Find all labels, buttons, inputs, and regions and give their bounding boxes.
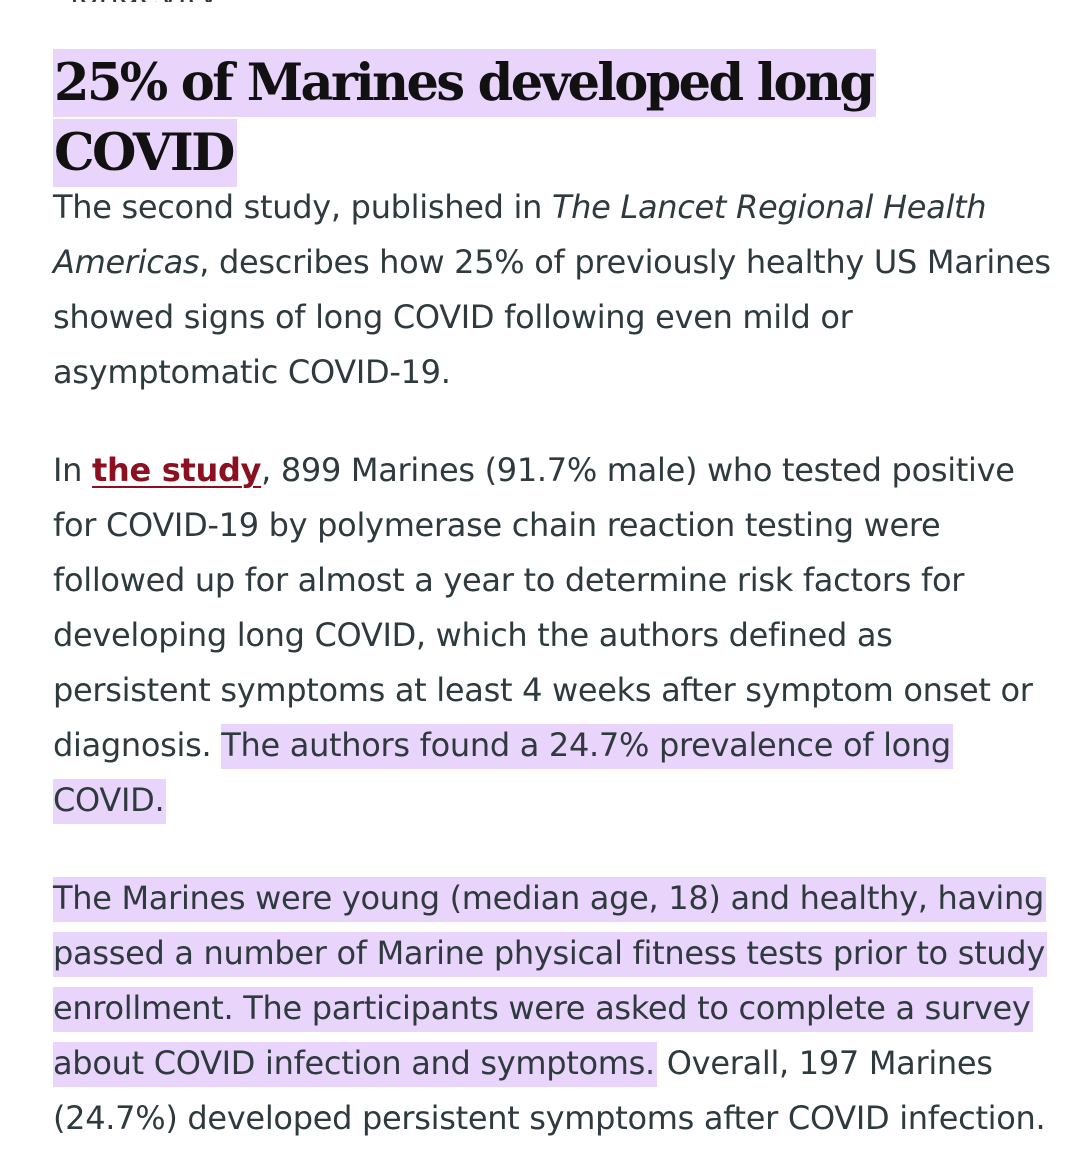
- paragraph-study-details: In the study, 899 Marines (91.7% male) w…: [53, 443, 1053, 828]
- journal-name: The Lancet Regional Health Americas: [53, 188, 987, 281]
- paragraph2-body: , 899 Marines (91.7% male) who tested po…: [53, 451, 1033, 764]
- paragraph-participants: The Marines were young (median age, 18) …: [53, 871, 1053, 1146]
- previous-line-cutoff: longevity: [70, 0, 300, 2]
- paragraph1-lead: The second study, published in: [53, 188, 552, 226]
- study-link[interactable]: the study: [92, 451, 262, 489]
- paragraph-second-study: The second study, published in The Lance…: [53, 180, 1053, 400]
- heading-highlight: 25% of Marines developed long COVID: [53, 49, 877, 187]
- paragraph3-rest: Overall, 197 Marines (24.7%) developed p…: [53, 1044, 1046, 1137]
- paragraph1-rest: , describes how 25% of previously health…: [53, 243, 1051, 391]
- article-body: 25% of Marines developed long COVID The …: [53, 48, 1053, 1146]
- section-heading: 25% of Marines developed long COVID: [53, 48, 1053, 188]
- previous-line-text: longevity: [70, 0, 218, 2]
- paragraph2-prefix: In: [53, 451, 92, 489]
